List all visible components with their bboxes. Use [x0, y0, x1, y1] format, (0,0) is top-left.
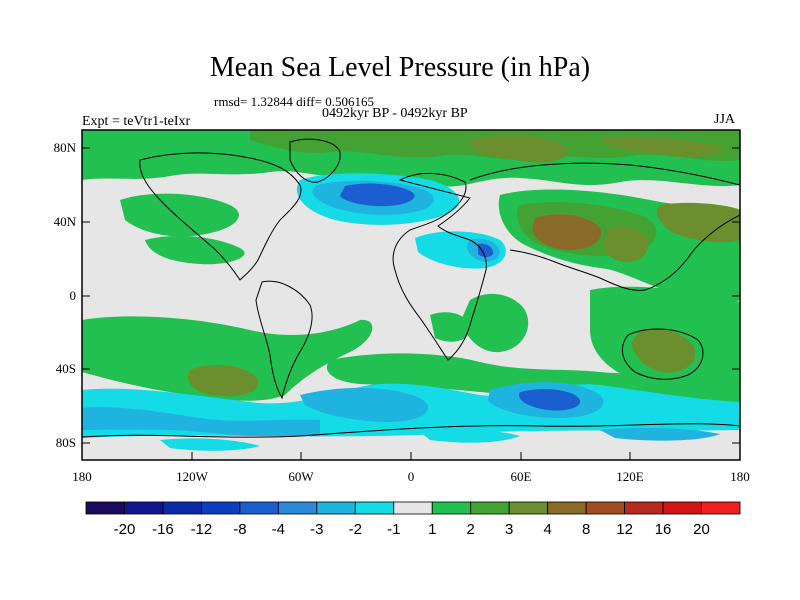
- x-tick-label: 60W: [288, 469, 314, 484]
- y-tick-label: 40S: [56, 361, 76, 376]
- colorbar-swatch: [162, 501, 202, 515]
- x-tick-label: 0: [408, 469, 415, 484]
- colorbar-swatch: [508, 501, 549, 515]
- colorbar-swatch: [431, 501, 472, 515]
- colorbar-swatch: [316, 501, 356, 515]
- colorbar-label: 2: [467, 521, 475, 538]
- period-label: 0492kyr BP - 0492kyr BP: [322, 106, 468, 121]
- pressure-anomaly-field: [82, 130, 740, 460]
- y-ticks: [82, 147, 740, 444]
- colorbar-label: 8: [582, 521, 590, 538]
- colorbar-swatch: [662, 501, 702, 515]
- y-tick-label: 40N: [54, 214, 77, 229]
- colorbar-label: -2: [349, 521, 362, 538]
- colorbar-label: -3: [310, 521, 323, 538]
- colorbar-label: 16: [655, 521, 672, 538]
- x-tick-label: 120W: [176, 469, 209, 484]
- colorbar-label: -12: [191, 521, 213, 538]
- colorbar-swatch: [585, 501, 625, 515]
- y-tick-label: 80S: [56, 435, 76, 450]
- season-label: JJA: [714, 112, 736, 127]
- colorbar-swatch: [85, 501, 125, 515]
- colorbar-swatch: [124, 501, 164, 515]
- y-tick-label: 80N: [54, 140, 77, 155]
- x-tick-label: 180: [730, 469, 750, 484]
- colorbar-label: -16: [152, 521, 174, 538]
- colorbar-swatch: [547, 501, 587, 515]
- chart-title: Mean Sea Level Pressure (in hPa): [209, 52, 591, 83]
- colorbar-label: -8: [233, 521, 246, 538]
- x-ticks: [81, 452, 741, 460]
- colorbar-swatch: [701, 501, 741, 515]
- colorbar-swatch: [239, 501, 279, 515]
- colorbar-swatch: [354, 501, 395, 515]
- colorbar-label: -1: [387, 521, 400, 538]
- colorbar-swatch: [624, 501, 664, 515]
- colorbar-label: 1: [428, 521, 436, 538]
- colorbar-swatch: [277, 501, 318, 515]
- colorbar-label: -20: [114, 521, 136, 538]
- colorbar-swatch: [201, 501, 241, 515]
- colorbar-label: 20: [693, 521, 710, 538]
- y-tick-label: 0: [70, 288, 77, 303]
- coastlines: [82, 138, 740, 438]
- rmsd-diff-stats: rmsd= 1.32844 diff= 0.506165: [214, 94, 374, 109]
- colorbar-label: 12: [616, 521, 633, 538]
- colorbar-label: -4: [272, 521, 285, 538]
- x-tick-label: 180: [72, 469, 92, 484]
- colorbar: -20 -16 -12 -8 -4 -3 -2 -1 1 2 3 4 8 12 16 20: [85, 501, 741, 538]
- colorbar-label: 3: [505, 521, 513, 538]
- experiment-label: Expt = teVtr1-teIxr: [82, 114, 191, 129]
- x-tick-label: 60E: [511, 469, 532, 484]
- colorbar-swatch: [470, 501, 510, 515]
- x-tick-label: 120E: [616, 469, 644, 484]
- colorbar-label: 4: [543, 521, 551, 538]
- colorbar-swatch: [393, 501, 433, 515]
